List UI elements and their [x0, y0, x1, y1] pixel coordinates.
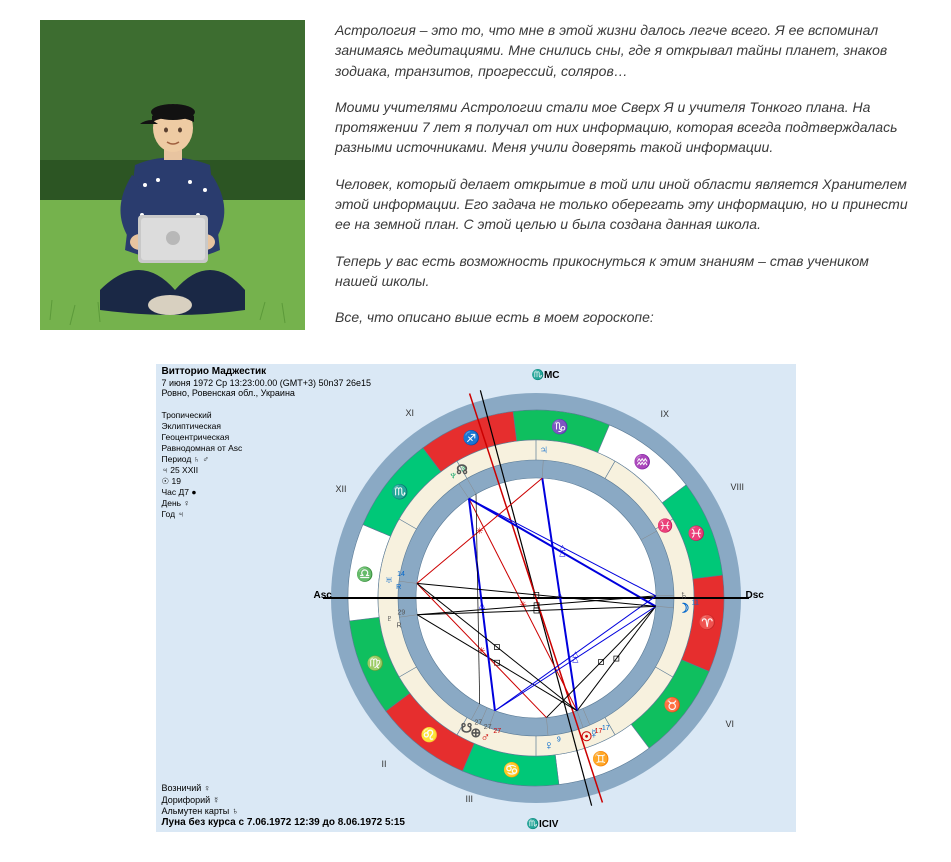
svg-text:27: 27 — [483, 724, 491, 731]
house-label: VIII — [731, 482, 745, 492]
svg-text:♒: ♒ — [633, 453, 650, 470]
house-label: VI — [726, 719, 735, 729]
svg-text:♃: ♃ — [538, 442, 548, 457]
svg-text:♐: ♐ — [462, 429, 479, 446]
svg-text:9: 9 — [556, 736, 560, 743]
svg-text:✳: ✳ — [519, 599, 527, 609]
svg-text:☊: ☊ — [456, 461, 468, 476]
paragraph: Человек, который делает открытие в той и… — [335, 174, 911, 235]
mc-label: ♏MC — [532, 370, 560, 381]
house-label: XII — [336, 484, 347, 494]
svg-text:△: △ — [556, 590, 563, 599]
svg-text:R: R — [396, 584, 401, 591]
house-label: III — [466, 794, 474, 804]
svg-text:☿: ☿ — [588, 726, 598, 741]
svg-text:♇: ♇ — [384, 610, 394, 625]
svg-text:△: △ — [478, 600, 485, 609]
svg-text:11: 11 — [691, 599, 698, 606]
chart-svg: ♈♉♊♋♌♍♎♏♐♑♒♓✳△✳△△△△✳△☉17♀9☿17♂27⊕27☋27☽1… — [156, 364, 796, 832]
svg-text:♄: ♄ — [679, 587, 689, 602]
svg-text:♊: ♊ — [592, 750, 609, 767]
svg-text:♋: ♋ — [503, 761, 520, 778]
svg-text:♉: ♉ — [663, 696, 680, 713]
svg-text:29: 29 — [397, 609, 405, 616]
paragraph: Астрология – это то, что мне в этой жизн… — [335, 20, 911, 81]
ic-label: ♏ICIV — [527, 819, 559, 830]
svg-text:14: 14 — [397, 571, 405, 578]
svg-text:♂: ♂ — [480, 729, 490, 744]
svg-text:♈: ♈ — [698, 614, 715, 631]
house-label: IX — [661, 409, 670, 419]
svg-text:R: R — [396, 622, 401, 629]
svg-text:☽: ☽ — [677, 600, 689, 615]
svg-text:♌: ♌ — [420, 726, 437, 743]
svg-text:♓: ♓ — [687, 525, 704, 542]
svg-text:27: 27 — [493, 728, 501, 735]
paragraph: Все, что описано выше есть в моем гороск… — [335, 307, 911, 327]
paragraph: Моими учителями Астрологии стали мое Све… — [335, 97, 911, 158]
natal-chart: Витторио Маджестик 7 июня 1972 Ср 13:23:… — [156, 364, 796, 832]
svg-text:△: △ — [559, 543, 566, 552]
svg-text:♎: ♎ — [355, 565, 372, 582]
paragraph: Теперь у вас есть возможность прикоснуть… — [335, 251, 911, 292]
svg-text:♏: ♏ — [390, 483, 407, 500]
svg-text:△: △ — [572, 649, 579, 658]
svg-text:♅: ♅ — [384, 572, 394, 587]
intro-text: Астрология – это то, что мне в этой жизн… — [335, 20, 911, 344]
house-label: XI — [406, 408, 415, 418]
dsc-label: Dsc — [746, 590, 764, 601]
svg-text:☋: ☋ — [460, 720, 472, 735]
house-label: II — [382, 759, 387, 769]
svg-text:♀: ♀ — [544, 737, 554, 752]
asc-label: Asc — [314, 590, 332, 601]
svg-text:♍: ♍ — [366, 654, 383, 671]
svg-text:♓: ♓ — [657, 518, 673, 533]
svg-text:17: 17 — [601, 725, 609, 732]
svg-text:♑: ♑ — [551, 418, 568, 435]
author-photo — [40, 20, 305, 330]
svg-text:27: 27 — [474, 719, 482, 726]
